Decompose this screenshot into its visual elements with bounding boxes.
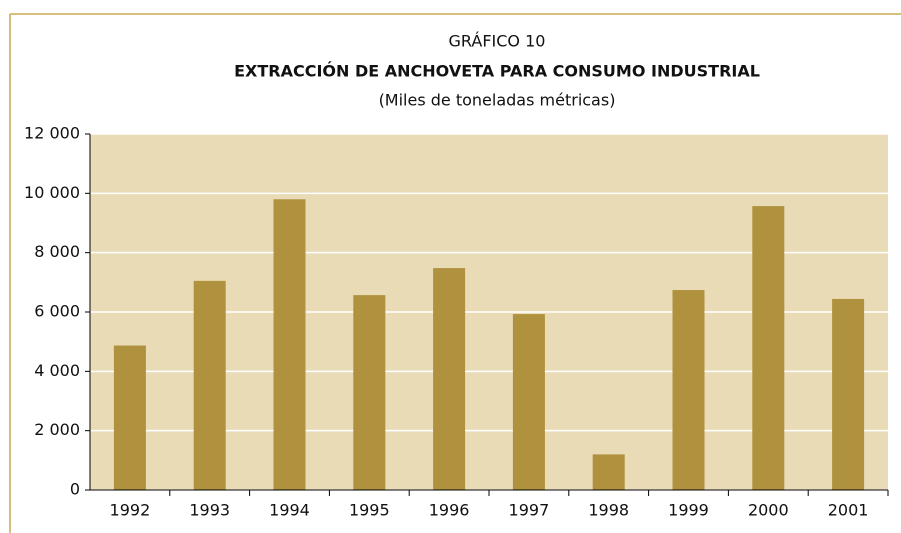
x-tick-label: 1994 xyxy=(269,501,310,520)
x-tick-label: 1997 xyxy=(509,501,550,520)
y-tick-label: 0 xyxy=(70,480,80,499)
y-tick-label: 6 000 xyxy=(34,302,80,321)
bar xyxy=(592,454,625,490)
x-tick-label: 1999 xyxy=(668,501,709,520)
y-tick-label: 10 000 xyxy=(24,183,80,202)
bar xyxy=(273,199,306,490)
x-tick-label: 1995 xyxy=(349,501,390,520)
chart-title: EXTRACCIÓN DE ANCHOVETA PARA CONSUMO IND… xyxy=(234,62,760,81)
y-tick-label: 2 000 xyxy=(34,420,80,439)
bar xyxy=(672,290,705,490)
bar xyxy=(113,345,146,490)
y-tick-label: 12 000 xyxy=(24,124,80,143)
bar xyxy=(512,314,545,490)
chart-number: GRÁFICO 10 xyxy=(449,32,546,51)
bar xyxy=(832,298,865,490)
x-tick-label: 1992 xyxy=(110,501,151,520)
x-tick-label: 1993 xyxy=(189,501,230,520)
bar xyxy=(433,268,466,490)
x-tick-label: 1998 xyxy=(588,501,629,520)
y-tick-label: 8 000 xyxy=(34,242,80,261)
x-tick-label: 1996 xyxy=(429,501,470,520)
x-tick-label: 2000 xyxy=(748,501,789,520)
x-tick-label: 2001 xyxy=(828,501,869,520)
bar xyxy=(353,295,386,490)
chart-subtitle: (Miles de toneladas métricas) xyxy=(379,91,616,110)
bar xyxy=(193,280,226,490)
bar xyxy=(752,206,785,490)
y-tick-label: 4 000 xyxy=(34,361,80,380)
